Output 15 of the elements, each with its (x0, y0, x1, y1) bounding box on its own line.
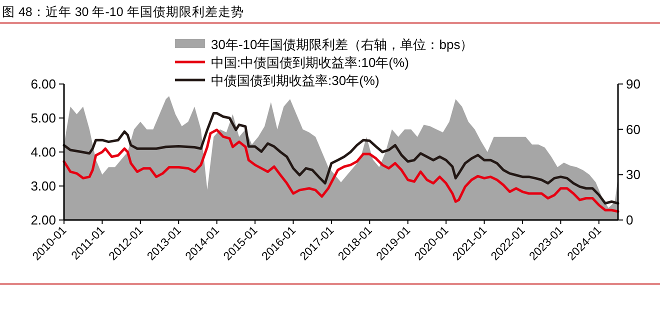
legend-label: 中国:中债国债到期收益率:10年(%) (211, 55, 409, 70)
y-tick-label: 5.00 (30, 110, 56, 126)
y2-tick-label: 30 (626, 167, 640, 182)
chart-title: 图 48：近年 30 年-10 年国债期限利差走势 (2, 5, 244, 19)
y-tick-label: 4.00 (30, 144, 56, 160)
y-tick-label: 6.00 (30, 76, 56, 92)
y2-tick-label: 0 (626, 212, 634, 228)
line-series (62, 112, 620, 205)
legend-label: 中债国债到期收益率:30年(%) (211, 73, 380, 88)
y-tick-label: 2.00 (30, 212, 56, 228)
y2-tick-label: 60 (626, 122, 640, 137)
legend-label: 30年-10年国债期限利差（右轴，单位：bps） (211, 37, 474, 52)
line-series (62, 128, 620, 213)
y2-tick-label: 90 (626, 76, 640, 92)
y-tick-label: 3.00 (30, 178, 56, 194)
